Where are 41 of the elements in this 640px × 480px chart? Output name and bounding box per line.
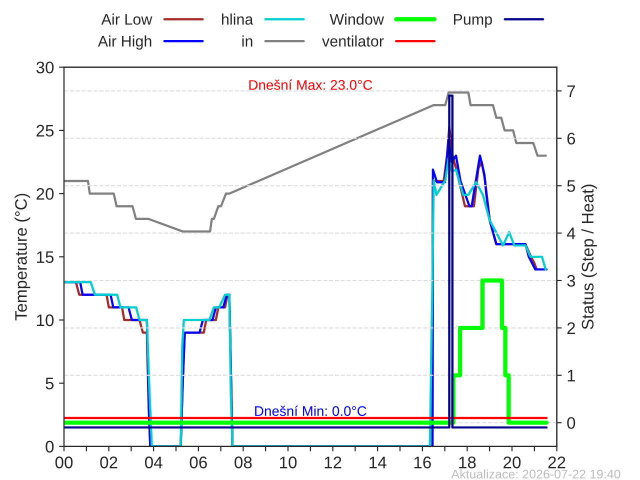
legend-label: hlina — [222, 14, 254, 25]
legend-label: ventilator — [322, 35, 384, 47]
y2-tick-label: 1 — [568, 370, 575, 382]
annotation: Dnešní Min: 0.0°C — [255, 406, 366, 416]
y2-tick-label: 6 — [567, 132, 576, 145]
y-tick-label: 20 — [36, 188, 54, 200]
y2-tick-label: 2 — [567, 322, 575, 334]
x-tick-label: 10 — [280, 456, 297, 468]
x-tick-label: 04 — [144, 456, 162, 468]
x-tick-label: 18 — [459, 456, 476, 468]
annotation: Dnešní Max: 23.0°C — [249, 80, 372, 90]
y2-tick-label: 4 — [566, 228, 576, 240]
y2-axis-title: Status (Step / Heat) — [581, 184, 597, 330]
y-tick-label: 15 — [37, 251, 54, 264]
y-axis-title: Temperature (°C) — [14, 194, 30, 320]
y2-tick-label: 0 — [567, 417, 576, 429]
text: Aktualizace: 2026-07-22 19:40 — [451, 469, 620, 479]
x-tick-label: 12 — [324, 456, 342, 468]
x-tick-label: 08 — [234, 456, 252, 468]
x-tick-label: 20 — [504, 456, 521, 468]
legend-label: Air Low — [101, 14, 152, 25]
x-tick-label: 22 — [548, 456, 566, 468]
y-tick-label: 30 — [36, 62, 54, 74]
y-tick-label: 10 — [37, 314, 54, 326]
y-tick-label: 0 — [46, 440, 54, 453]
y-tick-label: 5 — [46, 378, 54, 390]
legend-label: in — [242, 35, 252, 46]
x-tick-label: 16 — [414, 456, 431, 468]
line-series — [64, 278, 549, 425]
x-tick-label: 14 — [370, 456, 386, 468]
x-tick-label: 00 — [55, 456, 73, 468]
y-tick-label: 25 — [36, 124, 54, 137]
y2-tick-label: 3 — [567, 274, 576, 287]
y2-tick-label: 7 — [567, 85, 575, 97]
legend-label: Air High — [98, 35, 152, 50]
legend-label: Pump — [454, 14, 492, 28]
y2-tick-label: 5 — [567, 180, 576, 192]
x-tick-label: 06 — [190, 456, 207, 468]
x-tick-label: 02 — [100, 456, 118, 468]
legend-label: Window — [330, 14, 384, 25]
line-series — [64, 91, 547, 233]
